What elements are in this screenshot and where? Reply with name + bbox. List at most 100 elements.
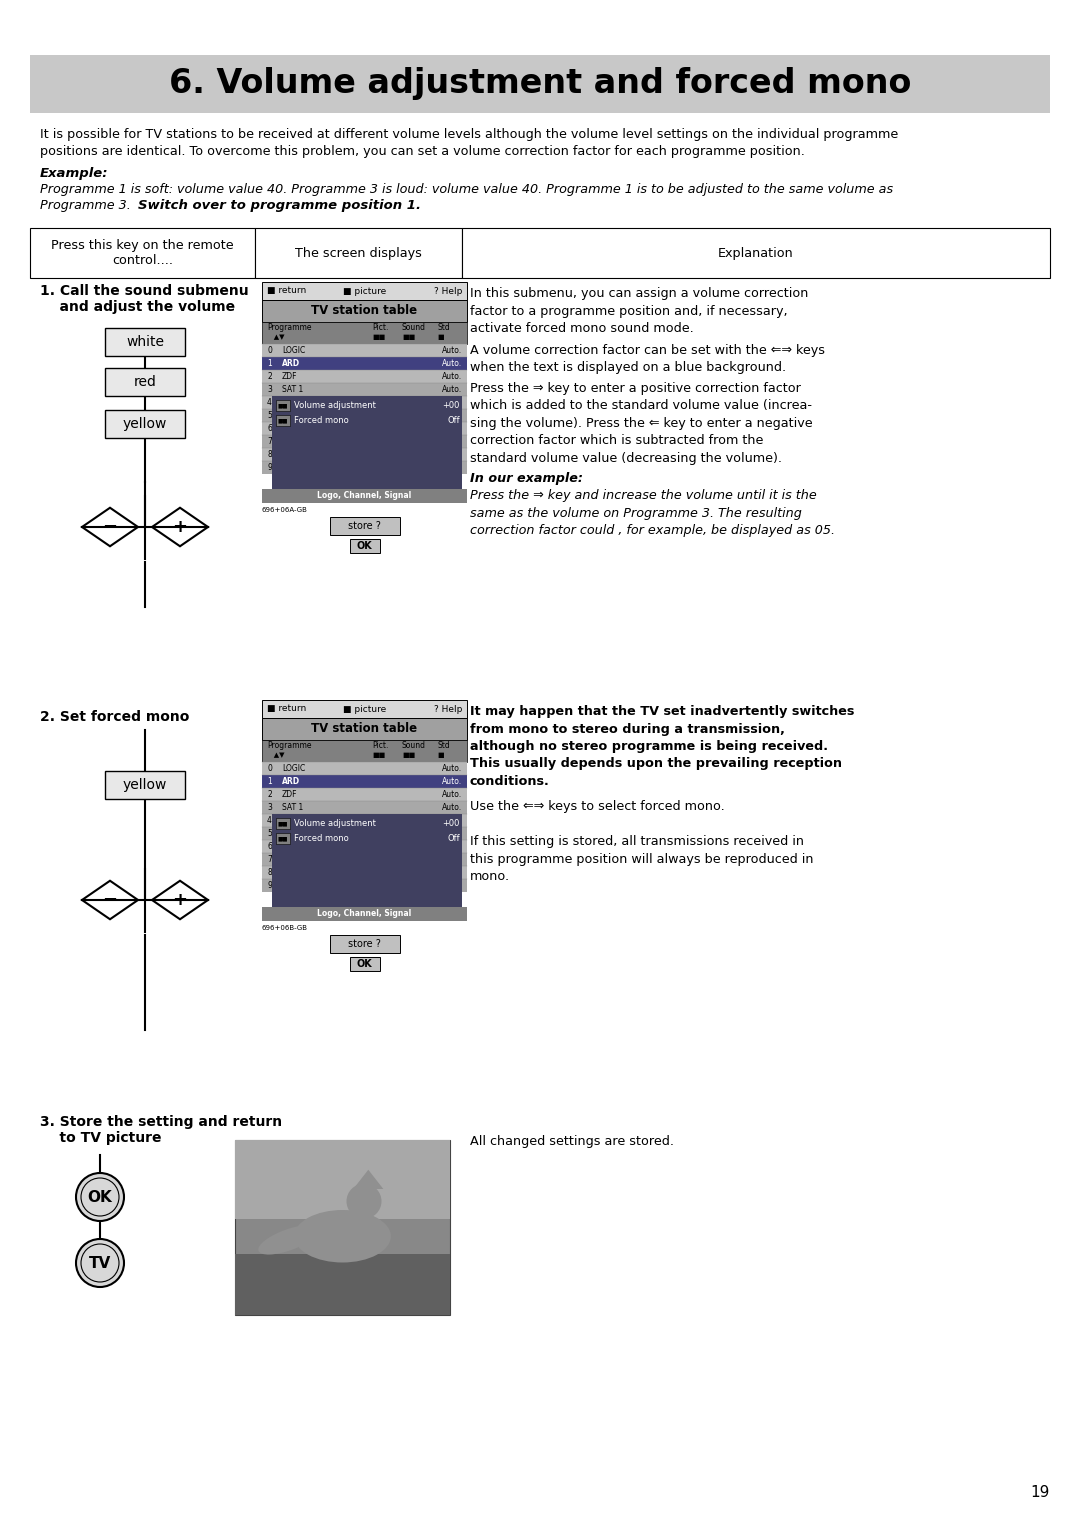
Text: TV station table: TV station table	[311, 723, 418, 735]
Text: −: −	[103, 518, 118, 536]
Text: 19: 19	[1030, 1485, 1050, 1500]
Bar	[262, 853, 467, 866]
Text: Programme: Programme	[267, 741, 311, 750]
Text: OK: OK	[356, 541, 373, 552]
Text: 5: 5	[267, 830, 272, 837]
Text: 8: 8	[267, 451, 272, 458]
Text: Auto.: Auto.	[442, 345, 462, 354]
Text: ■ return: ■ return	[267, 704, 307, 714]
Bar	[272, 396, 462, 489]
Bar	[105, 410, 185, 439]
Text: ■■: ■■	[278, 403, 288, 408]
Ellipse shape	[258, 1225, 320, 1254]
Bar	[276, 400, 291, 411]
Text: ■ picture: ■ picture	[342, 287, 387, 295]
Bar	[262, 410, 467, 422]
Text: 1: 1	[267, 359, 272, 368]
Bar	[262, 283, 467, 299]
Text: positions are identical. To overcome this problem, you can set a volume correcti: positions are identical. To overcome thi…	[40, 145, 805, 157]
Bar	[262, 908, 467, 921]
Text: Auto.: Auto.	[442, 385, 462, 394]
Text: ▲▼: ▲▼	[267, 752, 284, 758]
Bar	[276, 833, 291, 843]
Text: Volume adjustment: Volume adjustment	[294, 819, 376, 828]
Text: Off: Off	[447, 834, 460, 843]
Text: +: +	[173, 891, 188, 909]
Bar	[462, 228, 1050, 278]
Text: 5: 5	[267, 411, 272, 420]
Text: If this setting is stored, all transmissions received in
this programme position: If this setting is stored, all transmiss…	[470, 834, 813, 883]
Text: red: red	[134, 374, 157, 390]
Text: Volume adjustment: Volume adjustment	[294, 400, 376, 410]
Text: Explanation: Explanation	[718, 246, 794, 260]
Text: Auto.: Auto.	[442, 804, 462, 811]
Text: It is possible for TV stations to be received at different volume levels althoug: It is possible for TV stations to be rec…	[40, 128, 899, 141]
Bar	[235, 1140, 450, 1316]
Text: 2: 2	[267, 790, 272, 799]
Text: 6: 6	[267, 423, 272, 432]
Bar	[255, 228, 462, 278]
Text: Switch over to programme position 1.: Switch over to programme position 1.	[138, 199, 421, 212]
Text: 1. Call the sound submenu
    and adjust the volume: 1. Call the sound submenu and adjust the…	[40, 284, 248, 315]
Text: ■: ■	[437, 335, 444, 341]
Text: Auto.: Auto.	[442, 764, 462, 773]
Text: ■■: ■■	[372, 752, 386, 758]
Bar	[105, 329, 185, 356]
Text: 6: 6	[267, 842, 272, 851]
Text: 696+06B-GB: 696+06B-GB	[262, 924, 308, 931]
Text: −: −	[103, 891, 118, 909]
Text: 0: 0	[267, 345, 272, 354]
Text: 7: 7	[267, 437, 272, 446]
Text: 696+06A-GB: 696+06A-GB	[262, 507, 308, 513]
Text: ZDF: ZDF	[282, 371, 297, 380]
Text: yellow: yellow	[123, 417, 167, 431]
Text: ▲▼: ▲▼	[267, 335, 284, 341]
Text: +00: +00	[443, 400, 460, 410]
Ellipse shape	[294, 1210, 391, 1262]
Bar	[329, 516, 400, 535]
Text: white: white	[126, 335, 164, 348]
Bar	[262, 396, 467, 410]
Text: 3: 3	[267, 385, 272, 394]
Text: LOGIC: LOGIC	[282, 764, 306, 773]
Text: 4: 4	[267, 397, 272, 406]
Text: Logo, Channel, Signal: Logo, Channel, Signal	[318, 909, 411, 918]
Text: ■■: ■■	[372, 335, 386, 341]
Text: Auto.: Auto.	[442, 359, 462, 368]
Bar	[262, 814, 467, 827]
Bar	[105, 368, 185, 396]
Text: Use the ⇐⇒ keys to select forced mono.: Use the ⇐⇒ keys to select forced mono.	[470, 801, 725, 813]
Bar	[262, 344, 467, 358]
Bar	[262, 299, 467, 322]
Text: 3: 3	[267, 804, 272, 811]
Bar	[276, 817, 291, 830]
Bar	[262, 775, 467, 788]
Text: All changed settings are stored.: All changed settings are stored.	[470, 1135, 674, 1148]
Text: 1: 1	[267, 778, 272, 785]
Bar	[262, 370, 467, 384]
Bar	[262, 503, 467, 516]
Text: Pict.: Pict.	[372, 324, 389, 333]
Text: ARD: ARD	[282, 359, 300, 368]
Text: store ?: store ?	[348, 521, 381, 532]
Text: Auto.: Auto.	[442, 371, 462, 380]
Bar	[350, 957, 379, 970]
Text: ARD: ARD	[282, 778, 300, 785]
Bar	[262, 322, 467, 344]
Text: +: +	[173, 518, 188, 536]
Bar	[262, 422, 467, 435]
Text: 3. Store the setting and return
    to TV picture: 3. Store the setting and return to TV pi…	[40, 1115, 282, 1144]
Bar	[262, 358, 467, 370]
Text: 2. Set forced mono: 2. Set forced mono	[40, 711, 189, 724]
Bar	[262, 827, 467, 840]
Bar	[262, 700, 467, 718]
Text: Pict.: Pict.	[372, 741, 389, 750]
Text: 8: 8	[267, 868, 272, 877]
Text: A volume correction factor can be set with the ⇐⇒ keys
when the text is displaye: A volume correction factor can be set wi…	[470, 344, 825, 374]
Text: Press this key on the remote
control....: Press this key on the remote control....	[51, 238, 233, 267]
Bar	[262, 384, 467, 396]
Bar	[262, 740, 467, 762]
Bar	[262, 866, 467, 879]
Bar	[329, 935, 400, 953]
Bar	[262, 879, 467, 892]
